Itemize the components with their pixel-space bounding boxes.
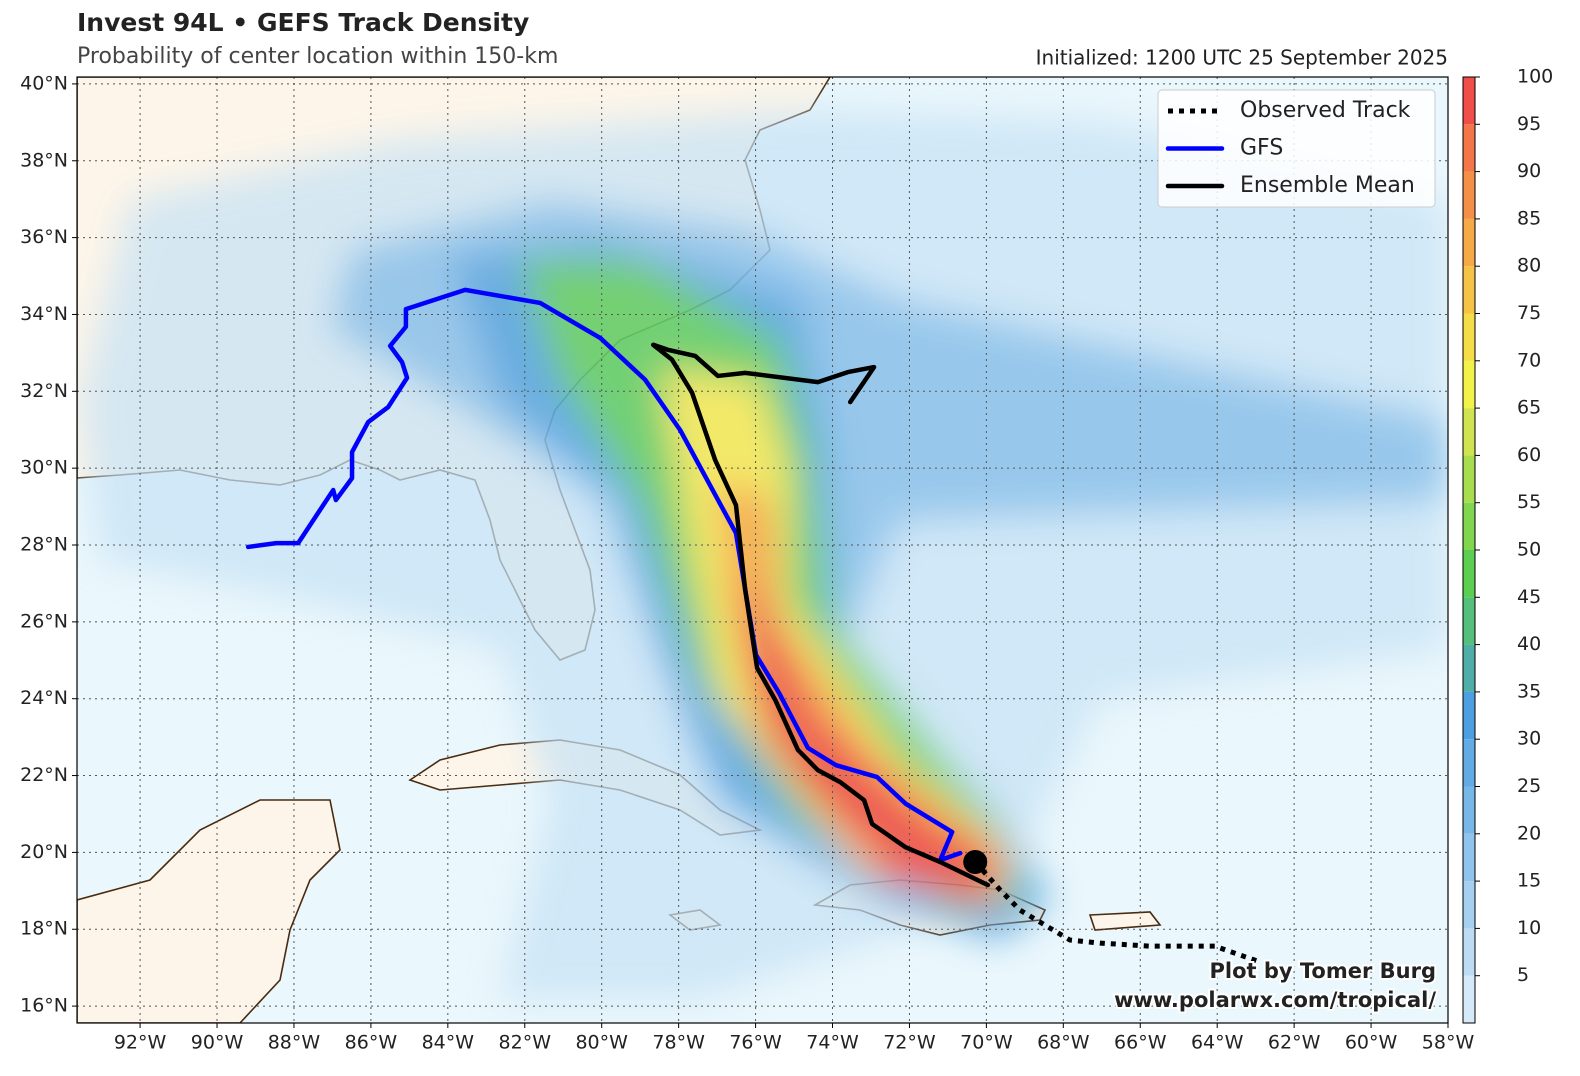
colorbar-bin <box>1463 313 1475 361</box>
axis-labels: 92°W 90°W 88°W 86°W 84°W 82°W 80°W 78°W 76°W 74°W… <box>20 72 1474 1053</box>
current-position <box>963 850 988 875</box>
colorbar-label: 5 <box>1517 964 1529 986</box>
colorbar-label: 45 <box>1517 586 1541 608</box>
colorbar-bin <box>1463 408 1475 456</box>
lat-label: 16°N <box>20 995 68 1017</box>
colorbar-label: 40 <box>1517 633 1541 655</box>
lon-label: 92°W <box>114 1032 167 1054</box>
credit: Plot by Tomer Burg <box>1210 959 1437 983</box>
colorbar-bin <box>1463 502 1475 550</box>
init-time: Initialized: 1200 UTC 25 September 2025 <box>1036 46 1448 70</box>
lon-label: 74°W <box>806 1032 859 1054</box>
legend-label: Observed Track <box>1240 98 1411 123</box>
colorbar-bin <box>1463 360 1475 409</box>
colorbar-bin <box>1463 691 1475 740</box>
credit-url: www.polarwx.com/tropical/ <box>1114 988 1436 1012</box>
colorbar-label: 25 <box>1517 775 1541 797</box>
colorbar-label: 95 <box>1517 113 1541 135</box>
lat-label: 36°N <box>20 226 68 248</box>
lat-label: 18°N <box>20 918 68 940</box>
lat-label: 24°N <box>20 687 68 709</box>
colorbar-bin <box>1463 928 1475 976</box>
grid <box>77 77 1448 1023</box>
legend: Observed Track GFS Ensemble Mean <box>1157 89 1436 208</box>
lon-label: 72°W <box>883 1032 936 1054</box>
colorbar-bin <box>1463 266 1475 314</box>
colorbar-bin <box>1463 975 1475 1023</box>
lat-label: 40°N <box>20 72 68 94</box>
colorbar-bin <box>1463 77 1475 125</box>
colorbar-label: 60 <box>1517 444 1541 466</box>
colorbar-label: 10 <box>1517 917 1541 939</box>
lat-label: 20°N <box>20 841 68 863</box>
colorbar-bin <box>1463 218 1475 267</box>
lon-label: 78°W <box>652 1032 705 1054</box>
colorbar-label: 15 <box>1517 870 1541 892</box>
legend-box <box>1157 89 1436 208</box>
colorbar-bin <box>1463 833 1475 882</box>
lon-label: 90°W <box>191 1032 244 1054</box>
colorbar-label: 65 <box>1517 397 1541 419</box>
colorbar: 5 10 15 20 25 30 35 40 45 50 55 60 65 70 75 80 85 90 95 100 <box>1462 66 1553 1024</box>
title: Invest 94L • GEFS Track Density <box>77 8 529 37</box>
lat-label: 34°N <box>20 303 68 325</box>
colorbar-bin <box>1463 455 1475 503</box>
lon-label: 70°W <box>960 1032 1013 1054</box>
lat-label: 32°N <box>20 380 68 402</box>
lon-label: 60°W <box>1345 1032 1398 1054</box>
colorbar-bin <box>1463 786 1475 834</box>
colorbar-bin <box>1463 550 1475 598</box>
track-line <box>651 342 991 888</box>
colorbar-label: 100 <box>1517 66 1553 88</box>
lon-label: 64°W <box>1191 1032 1244 1054</box>
lat-label: 28°N <box>20 534 68 556</box>
legend-label: Ensemble Mean <box>1240 173 1415 198</box>
legend-label: GFS <box>1240 136 1283 161</box>
colorbar-label: 55 <box>1517 491 1541 513</box>
lon-label: 66°W <box>1114 1032 1167 1054</box>
colorbar-label: 80 <box>1517 255 1541 277</box>
colorbar-label: 50 <box>1517 539 1541 561</box>
lon-label: 80°W <box>575 1032 628 1054</box>
lon-label: 76°W <box>729 1032 782 1054</box>
colorbar-bin <box>1463 124 1475 172</box>
colorbar-bin <box>1463 881 1475 929</box>
lon-label: 86°W <box>345 1032 398 1054</box>
colorbar-label: 20 <box>1517 822 1541 844</box>
colorbar-label: 75 <box>1517 302 1541 324</box>
lat-label: 38°N <box>20 149 68 171</box>
lon-label: 62°W <box>1268 1032 1321 1054</box>
colorbar-bin <box>1463 739 1475 787</box>
lon-label: 82°W <box>499 1032 552 1054</box>
track-line <box>245 287 963 863</box>
lon-label: 58°W <box>1422 1032 1475 1054</box>
colorbar-bin <box>1463 644 1475 692</box>
subtitle: Probability of center location within 15… <box>77 44 558 69</box>
tracks <box>245 287 1261 965</box>
colorbar-bin <box>1463 597 1475 645</box>
lon-label: 84°W <box>422 1032 475 1054</box>
lon-label: 68°W <box>1037 1032 1090 1054</box>
lat-label: 30°N <box>20 457 68 479</box>
lat-label: 26°N <box>20 610 68 632</box>
lat-label: 22°N <box>20 764 68 786</box>
colorbar-label: 35 <box>1517 680 1541 702</box>
lon-label: 88°W <box>268 1032 321 1054</box>
map-frame <box>76 76 1449 1024</box>
colorbar-bin <box>1463 171 1475 219</box>
colorbar-label: 85 <box>1517 207 1541 229</box>
map-area <box>77 77 1448 1023</box>
colorbar-label: 70 <box>1517 349 1541 371</box>
colorbar-label: 90 <box>1517 160 1541 182</box>
colorbar-label: 30 <box>1517 728 1541 750</box>
